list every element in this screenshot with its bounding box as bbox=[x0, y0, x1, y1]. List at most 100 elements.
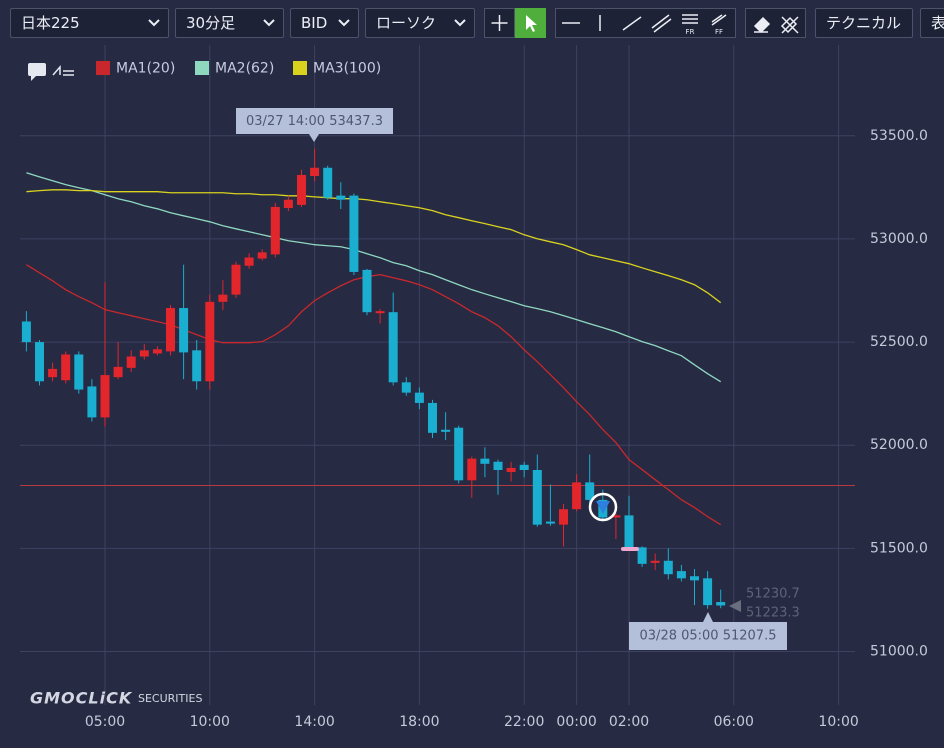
legend-swatch bbox=[293, 61, 307, 75]
candle-body bbox=[716, 602, 726, 606]
price-text: BID bbox=[301, 14, 328, 32]
icon bbox=[491, 15, 508, 31]
icon bbox=[526, 15, 537, 32]
candle-body bbox=[244, 257, 254, 266]
candle-body bbox=[192, 350, 202, 382]
candle-body bbox=[21, 321, 31, 343]
candle-body bbox=[703, 578, 713, 606]
style-text: ローソク bbox=[376, 14, 437, 32]
candle-body bbox=[559, 509, 568, 525]
plot: 51000.0 51500.0 52000.0 52500.0 53000.0 53500… bbox=[20, 45, 928, 730]
annotations: 51230.7 51223.3 03/27 14:00 53437.3 03/2… bbox=[30, 108, 800, 708]
chevron bbox=[263, 19, 275, 27]
price-select[interactable]: BID bbox=[290, 8, 359, 38]
x-tick-label: 10:00 bbox=[818, 714, 858, 730]
brand: GMOCLiCK bbox=[30, 689, 133, 708]
legend-swatch bbox=[96, 61, 110, 75]
candle-body bbox=[257, 252, 267, 259]
candle-body bbox=[87, 386, 97, 418]
x-tick-label: 05:00 bbox=[85, 714, 125, 730]
candle-body bbox=[585, 482, 595, 500]
chevron bbox=[148, 19, 160, 27]
timeframe-select[interactable]: 30分足 bbox=[175, 8, 284, 38]
candle-body bbox=[310, 167, 320, 177]
candle-body bbox=[676, 571, 686, 579]
candle-body bbox=[231, 264, 241, 295]
candle-body bbox=[375, 311, 385, 314]
timeframe-text: 30分足 bbox=[186, 14, 236, 32]
x-tick-label: 18:00 bbox=[399, 714, 439, 730]
candle-body bbox=[401, 382, 411, 393]
symbol-select[interactable]: 日本225 bbox=[10, 8, 169, 38]
candle-body bbox=[624, 515, 634, 548]
candle-body bbox=[532, 469, 542, 525]
legend-swatch bbox=[195, 61, 209, 75]
x-tick-label: 10:00 bbox=[190, 714, 230, 730]
candle-body bbox=[441, 429, 451, 432]
legend-label: MA1(20) bbox=[116, 61, 175, 77]
style-select[interactable]: ローソク bbox=[365, 8, 475, 38]
candle-body bbox=[48, 368, 58, 378]
candle-body bbox=[61, 354, 71, 381]
candle-body bbox=[467, 458, 477, 481]
candle-body bbox=[493, 461, 503, 470]
signal-marker bbox=[596, 501, 610, 514]
candle-body bbox=[650, 560, 660, 563]
y-tick-label: 53500.0 bbox=[870, 128, 928, 144]
ma-line bbox=[26, 189, 722, 304]
candle-body bbox=[637, 547, 647, 564]
high-label-box bbox=[236, 108, 393, 134]
low-label-pointer bbox=[703, 612, 713, 622]
x-tick-label: 14:00 bbox=[294, 714, 334, 730]
candle-body bbox=[480, 458, 490, 464]
order-marker bbox=[621, 547, 639, 551]
x-tick-label: 02:00 bbox=[609, 714, 649, 730]
icon bbox=[753, 16, 799, 34]
candle-body bbox=[297, 174, 306, 205]
drawing-icon[interactable] bbox=[52, 65, 74, 76]
brand-sub: SECURITIES bbox=[138, 692, 202, 705]
candle-body bbox=[152, 349, 162, 354]
candle-body bbox=[572, 482, 582, 510]
candle-body bbox=[545, 521, 555, 524]
more-text: 表 bbox=[931, 14, 944, 32]
legend-label: MA3(100) bbox=[313, 61, 381, 77]
candle-body bbox=[205, 301, 215, 382]
technical-button[interactable]: テクニカル bbox=[815, 8, 913, 38]
signal-ring bbox=[588, 492, 618, 522]
cursor-button[interactable] bbox=[515, 8, 546, 38]
price-pointer bbox=[729, 600, 741, 612]
symbol-text: 日本225 bbox=[21, 14, 80, 32]
price-label: 51223.3 bbox=[746, 606, 800, 621]
ma-line bbox=[26, 264, 722, 526]
y-tick-label: 52500.0 bbox=[870, 334, 928, 350]
candle-body bbox=[179, 308, 189, 353]
low-label-box bbox=[629, 622, 787, 650]
y-tick-label: 53000.0 bbox=[870, 231, 928, 247]
y-tick-label: 51500.0 bbox=[870, 540, 928, 556]
more-button[interactable]: 表 bbox=[920, 8, 944, 38]
technical-text: テクニカル bbox=[826, 14, 902, 32]
y-tick-label: 52000.0 bbox=[870, 437, 928, 453]
chevron bbox=[338, 19, 350, 27]
x-tick-label: 22:00 bbox=[504, 714, 544, 730]
candle-body bbox=[506, 467, 516, 473]
candle-body bbox=[336, 195, 346, 200]
candle-body bbox=[362, 269, 372, 313]
candle-body bbox=[74, 354, 84, 390]
candle-body bbox=[100, 375, 110, 418]
candle-body bbox=[35, 342, 44, 382]
candle-body bbox=[113, 366, 123, 378]
draw-tools[interactable]: FR FF bbox=[555, 8, 736, 38]
comment-icon[interactable] bbox=[28, 63, 46, 76]
candle-body bbox=[166, 308, 175, 352]
erase-tools[interactable] bbox=[745, 8, 806, 38]
candle-body bbox=[454, 427, 464, 481]
candle-body bbox=[139, 350, 149, 357]
legend-label: MA2(62) bbox=[215, 61, 274, 77]
candle-body bbox=[519, 464, 529, 470]
crosshair-button[interactable] bbox=[484, 8, 515, 38]
candle-body bbox=[270, 206, 280, 255]
candle-body bbox=[428, 402, 437, 433]
